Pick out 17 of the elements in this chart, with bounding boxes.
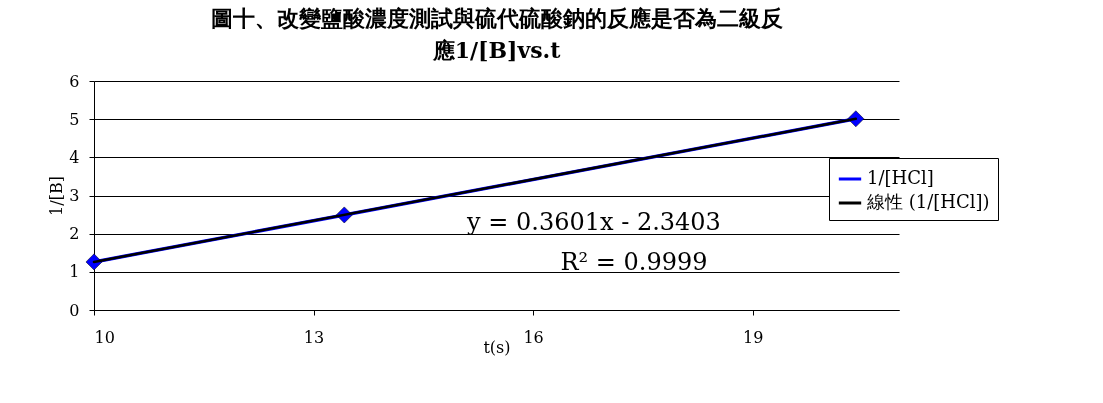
y-tick-label: 4 [69,147,80,167]
y-tick-label: 1 [69,262,80,282]
x-tick-label: 10 [94,327,115,347]
chart-title: 圖十、改變鹽酸濃度測試與硫代硫酸鈉的反應是否為二級反應1/[B]vs.t [210,5,783,63]
x-tick-label: 19 [742,327,764,347]
x-tick-label: 13 [303,327,325,347]
annotation: R² = 0.9999 [560,248,708,276]
y-axis-title: 1/[B] [47,176,67,216]
y-tick-label: 5 [69,109,80,129]
y-tick-label: 0 [69,300,80,320]
x-axis-title: t(s) [483,337,511,357]
x-tick-label: 16 [523,327,544,347]
y-tick-label: 2 [69,224,80,244]
y-tick-label: 6 [69,71,80,91]
y-tick-label: 3 [69,186,80,205]
legend-label: 線性 (1/[HCl]) [866,191,990,212]
legend-label: 1/[HCl] [867,167,934,188]
